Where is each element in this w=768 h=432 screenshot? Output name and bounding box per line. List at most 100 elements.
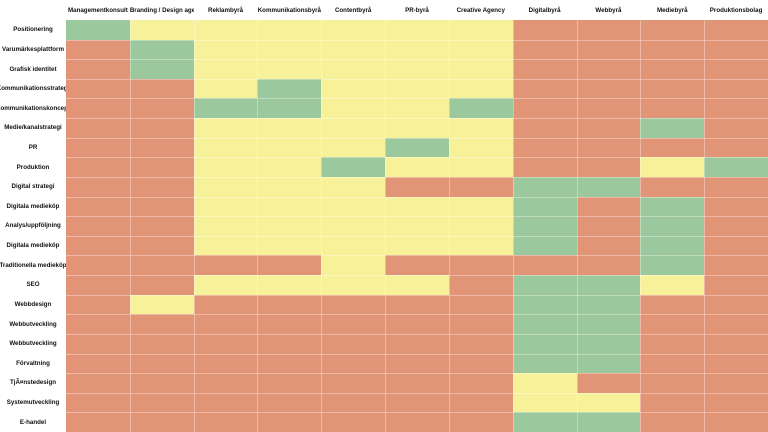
heatmap-cell <box>640 275 705 296</box>
heatmap-cell <box>129 59 195 80</box>
heatmap-cell <box>129 39 195 60</box>
heatmap-cell <box>129 353 195 374</box>
heatmap-cell <box>576 235 641 256</box>
heatmap-cell <box>512 196 578 217</box>
heatmap-cell <box>640 118 705 139</box>
grid-line <box>129 20 131 432</box>
heatmap-cell <box>193 294 258 315</box>
heatmap-cell <box>129 78 195 99</box>
heatmap-cell <box>257 412 322 432</box>
heatmap-cell <box>448 118 514 139</box>
row-header: Medie/kanalstrategi <box>4 124 62 132</box>
heatmap-cell <box>448 39 514 60</box>
heatmap-cell <box>640 392 705 413</box>
heatmap-cell <box>66 314 131 335</box>
heatmap-cell <box>704 255 768 276</box>
heatmap-cell <box>704 98 768 119</box>
heatmap-cell <box>257 314 322 335</box>
heatmap-cell <box>257 78 322 99</box>
grid-line <box>66 98 768 100</box>
grid-line <box>512 20 514 432</box>
heatmap-cell <box>640 98 705 119</box>
grid-line <box>66 314 768 316</box>
row-header: Förvaltning <box>16 359 50 367</box>
row-header: Traditionella medieköp <box>0 261 66 269</box>
grid-line <box>66 294 768 296</box>
grid-line <box>704 20 706 432</box>
heatmap-cell <box>66 235 131 256</box>
heatmap-cell <box>321 333 386 354</box>
heatmap-cell <box>193 333 258 354</box>
heatmap-cell <box>704 235 768 256</box>
grid-line <box>66 196 768 198</box>
heatmap-cell <box>704 333 768 354</box>
heatmap-cell <box>321 137 386 158</box>
grid-line <box>321 20 323 432</box>
heatmap-cell <box>640 314 705 335</box>
heatmap-cell <box>704 59 768 80</box>
heatmap-cell <box>576 59 641 80</box>
row-header: Systemutveckling <box>6 399 60 407</box>
heatmap-cell <box>576 137 641 158</box>
row-header: Digitala medieköp <box>6 202 60 210</box>
heatmap-cell <box>512 392 578 413</box>
heatmap-cell <box>257 39 322 60</box>
heatmap-cell <box>193 157 258 178</box>
grid-line <box>576 20 578 432</box>
heatmap-cell <box>704 20 768 41</box>
heatmap-cell <box>448 196 514 217</box>
heatmap-cell <box>576 196 641 217</box>
heatmap-cell <box>193 196 258 217</box>
column-header: Kommunikationsbyrå <box>257 7 321 14</box>
heatmap-cell <box>385 78 450 99</box>
grid-line <box>66 275 768 277</box>
heatmap-cell <box>448 294 514 315</box>
heatmap-cell <box>448 412 514 432</box>
heatmap-cell <box>129 235 195 256</box>
heatmap-cell <box>576 275 641 296</box>
heatmap-cell <box>512 59 578 80</box>
heatmap-cell <box>193 98 258 119</box>
heatmap-cell <box>704 196 768 217</box>
heatmap-cell <box>640 137 705 158</box>
row-header: Webbdesign <box>14 300 52 308</box>
heatmap-cell <box>321 392 386 413</box>
heatmap-cell <box>640 157 705 178</box>
heatmap-cell <box>193 255 258 276</box>
heatmap-cell <box>385 353 450 374</box>
heatmap-cell <box>704 39 768 60</box>
heatmap-cell <box>448 314 514 335</box>
row-header: Webbutveckling <box>9 340 57 348</box>
heatmap-cell <box>66 98 131 119</box>
heatmap-cell <box>385 39 450 60</box>
heatmap-cell <box>512 333 578 354</box>
heatmap-cell <box>448 59 514 80</box>
heatmap-cell <box>576 373 641 394</box>
heatmap-cell <box>576 20 641 41</box>
heatmap-cell <box>448 78 514 99</box>
heatmap-cell <box>576 353 641 374</box>
heatmap-cell <box>576 392 641 413</box>
heatmap-cell <box>66 275 131 296</box>
heatmap-cell <box>512 353 578 374</box>
heatmap-cell <box>193 137 258 158</box>
heatmap-cell <box>512 20 578 41</box>
heatmap-cell <box>193 392 258 413</box>
grid-line <box>66 373 768 375</box>
heatmap-cell <box>385 137 450 158</box>
heatmap-cell <box>704 78 768 99</box>
heatmap-cell <box>576 333 641 354</box>
heatmap-cell <box>129 294 195 315</box>
heatmap-cell <box>512 157 578 178</box>
heatmap-cell <box>385 20 450 41</box>
row-header: Analys/uppföljning <box>5 222 61 230</box>
heatmap-cell <box>129 157 195 178</box>
grid-line <box>640 20 642 432</box>
grid-line <box>66 137 768 139</box>
heatmap-cell <box>257 294 322 315</box>
grid-line <box>66 118 768 120</box>
heatmap-cell <box>193 353 258 374</box>
heatmap-cell <box>129 176 195 198</box>
heatmap-cell <box>385 196 450 217</box>
